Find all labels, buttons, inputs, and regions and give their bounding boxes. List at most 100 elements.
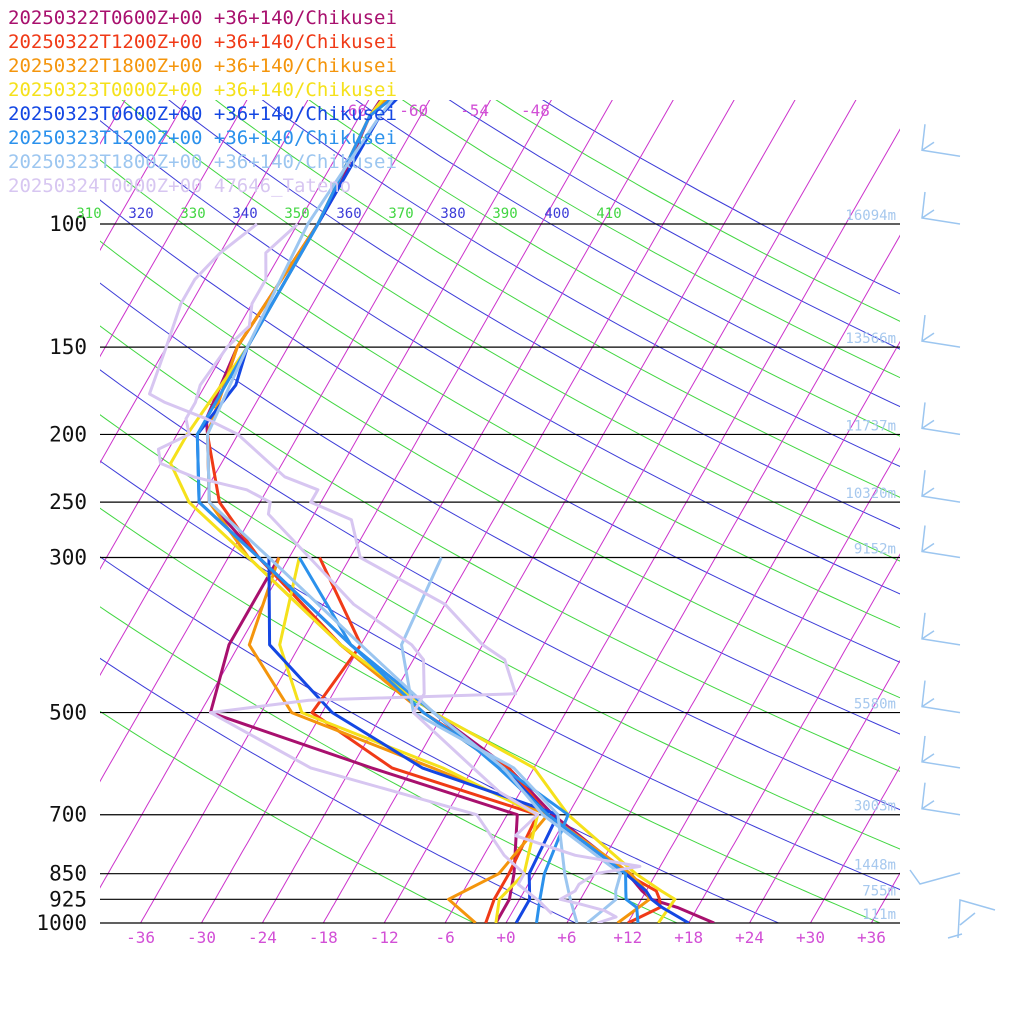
dry-adiabat-line <box>355 100 900 408</box>
temperature-tick-label: -6 <box>435 928 454 947</box>
temperature-tick-label: -12 <box>370 928 399 947</box>
isotherm-line <box>201 100 674 923</box>
height-labels: 16094m 13566m 11737m 10320m 9152m 5580m 3003m 1… <box>845 208 896 923</box>
dewpoint-profile-8 <box>148 222 553 915</box>
height-label: 13566m <box>845 331 896 347</box>
dry-adiabat-line <box>100 325 900 772</box>
dry-adiabat-line <box>100 240 900 699</box>
dry-adiabat-line <box>168 100 900 530</box>
dry-adiabat-line <box>100 369 900 811</box>
pressure-label: 150 <box>49 335 87 359</box>
pressure-label: 700 <box>49 803 87 827</box>
legend-entry: 20250323T0600Z+00 +36+140/Chikusei <box>8 103 397 125</box>
temperature-tick-label: -18 <box>309 928 338 947</box>
temperature-tick-label: +12 <box>613 928 642 947</box>
height-label: 11737m <box>845 418 896 434</box>
isotherm-lines <box>100 0 1024 923</box>
height-label: 1448m <box>854 858 896 874</box>
theta-label: 310 <box>76 206 101 222</box>
height-label: 5580m <box>854 697 896 713</box>
isotherm-line <box>383 100 857 923</box>
dry-adiabat-lines <box>100 100 900 923</box>
isotherm-line <box>932 0 1024 923</box>
pressure-label: 250 <box>49 490 87 514</box>
dry-adiabat-line <box>100 556 780 923</box>
wind-barb-icon <box>921 191 961 225</box>
pressure-label: 300 <box>49 546 87 570</box>
theta-label: 320 <box>128 206 153 222</box>
upper-temperature-label: -54 <box>460 101 489 120</box>
isotherm-line <box>627 447 900 923</box>
wind-barb-icon <box>921 782 961 816</box>
dry-adiabat-line <box>100 606 679 923</box>
isotherm-line <box>100 100 370 570</box>
theta-label: 400 <box>544 206 569 222</box>
dewpoint-profile-6 <box>298 556 570 923</box>
wind-barb-icon <box>921 470 961 503</box>
dewpoint-profile-1 <box>209 556 519 923</box>
pressure-label: 1000 <box>36 911 87 935</box>
temperature-tick-label: +30 <box>796 928 825 947</box>
temperature-tick-label: +18 <box>674 928 703 947</box>
isotherm-line <box>993 0 1024 923</box>
dry-adiabat-line <box>100 657 577 923</box>
pressure-label: 850 <box>49 862 87 886</box>
theta-label: 370 <box>388 206 413 222</box>
legend: 20250322T0600Z+00 +36+140/Chikusei 202503… <box>8 7 397 197</box>
theta-label: 340 <box>232 206 257 222</box>
height-label: 9152m <box>854 542 896 558</box>
pressure-label: 100 <box>49 212 87 236</box>
height-label: 111m <box>862 907 896 923</box>
isotherm-line <box>100 100 431 677</box>
temperature-tick-label: +36 <box>857 928 886 947</box>
temperature-profile-8 <box>156 222 642 923</box>
temperature-tick-label: +6 <box>557 928 576 947</box>
sounding-profiles <box>148 100 715 923</box>
isotherm-line <box>261 100 735 923</box>
temperature-profile-6 <box>195 100 640 923</box>
isotherm-line <box>566 340 900 923</box>
theta-label: 380 <box>440 206 465 222</box>
upper-temperature-label: -66 <box>338 101 367 120</box>
theta-label: 360 <box>336 206 361 222</box>
dry-adiabat-line <box>100 119 900 595</box>
temperature-tick-label: -36 <box>126 928 155 947</box>
theta-label: 390 <box>492 206 517 222</box>
wind-barb-icon <box>921 612 961 646</box>
dry-adiabat-line <box>100 159 900 629</box>
isotherm-line <box>688 553 900 923</box>
height-label: 10320m <box>845 486 896 502</box>
wind-barb-icon <box>921 525 961 559</box>
legend-entry: 20250323T1800Z+00 +36+140/Chikusei <box>8 151 397 173</box>
wind-barb-icon <box>921 402 961 436</box>
isotherm-line <box>100 100 492 783</box>
dry-adiabat-line <box>100 460 900 891</box>
height-label: 16094m <box>845 208 896 224</box>
dry-adiabat-line <box>100 199 900 663</box>
dry-adiabat-line <box>121 100 900 562</box>
wind-barb-icon <box>921 124 961 158</box>
theta-label: 330 <box>180 206 205 222</box>
dry-adiabat-line <box>100 710 476 923</box>
legend-entry: 20250323T0000Z+00 +36+140/Chikusei <box>8 79 397 101</box>
pressure-label: 925 <box>49 887 87 911</box>
dry-adiabat-line <box>214 100 900 498</box>
legend-entry: 20250323T1200Z+00 +36+140/Chikusei <box>8 127 397 149</box>
temperature-profile-7 <box>206 100 623 923</box>
wind-barb-icon <box>921 735 961 769</box>
wind-barb-icon <box>921 680 961 714</box>
height-label: 755m <box>862 883 896 899</box>
upper-temperature-label: -60 <box>399 101 428 120</box>
legend-entry: 20250322T0600Z+00 +36+140/Chikusei <box>8 7 397 29</box>
isotherm-line <box>749 659 900 923</box>
isotherm-line <box>505 234 900 923</box>
temperature-tick-label: +0 <box>496 928 515 947</box>
isotherm-line <box>444 128 900 923</box>
temperature-axis-labels: -36 -30 -24 -18 -12 -6 +0 +6 +12 +18 +24 +30 +36 -66 -… <box>126 101 886 947</box>
wind-barb-column <box>909 124 996 939</box>
theta-label: 410 <box>596 206 621 222</box>
isotherm-line <box>100 100 309 464</box>
height-label: 3003m <box>854 799 896 815</box>
